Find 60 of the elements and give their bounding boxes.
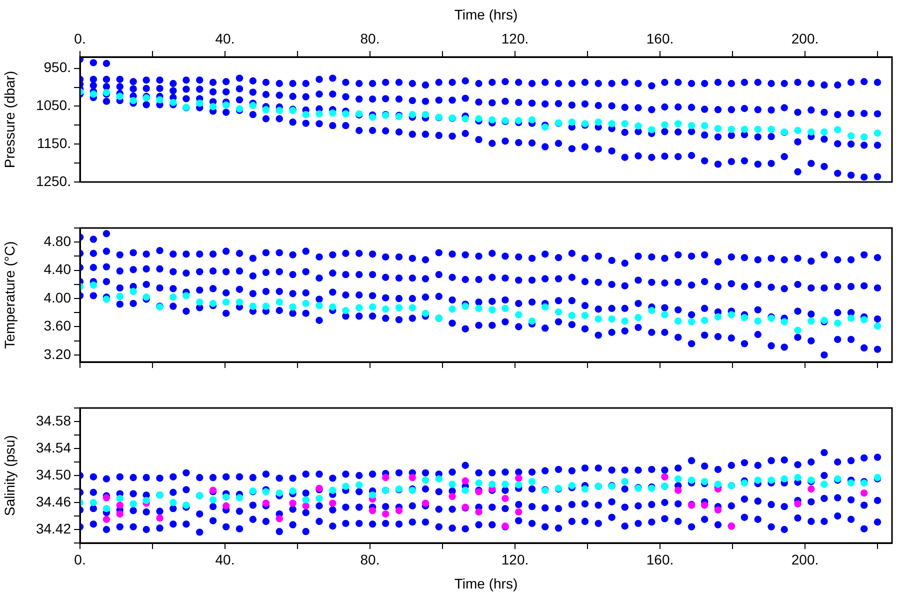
x-tick-label: 160. xyxy=(646,551,674,568)
point xyxy=(262,500,270,507)
x-tick-label: 200. xyxy=(791,30,819,46)
point xyxy=(222,502,230,510)
x-tick-label: 160. xyxy=(646,30,674,46)
x-tick-label: 120. xyxy=(501,30,529,46)
point xyxy=(156,514,164,522)
y-tick-label: 4.00 xyxy=(44,289,72,306)
y-tick-label: 1250. xyxy=(36,172,71,189)
y-tick-label: 34.50 xyxy=(36,466,72,482)
y-tick-label: 3.60 xyxy=(44,318,72,334)
x-tick-label: 80. xyxy=(360,30,380,46)
point xyxy=(700,502,708,509)
point xyxy=(714,506,722,514)
y-tick-label: 34.42 xyxy=(36,520,72,536)
y-axis-title: Salinity (psu) xyxy=(1,435,18,516)
y-tick-label: 34.46 xyxy=(36,493,72,510)
y-axis-title: Temperature (°C) xyxy=(1,241,18,349)
x-tick-label: 80. xyxy=(360,551,380,568)
point xyxy=(302,502,310,510)
point xyxy=(860,489,868,497)
point xyxy=(661,473,668,480)
y-tick-label: 34.54 xyxy=(36,439,72,456)
point xyxy=(382,510,390,518)
y-tick-label: 1150. xyxy=(37,134,71,151)
point xyxy=(395,507,403,514)
point xyxy=(289,500,296,507)
point xyxy=(408,474,416,482)
point xyxy=(276,515,283,522)
point xyxy=(515,508,522,516)
point xyxy=(329,500,336,507)
x-tick-label: 40. xyxy=(215,551,235,568)
point xyxy=(794,500,802,508)
y-tick-label: 34.58 xyxy=(36,412,72,428)
x-tick-label: 0. xyxy=(74,551,86,568)
point xyxy=(674,486,682,494)
point xyxy=(808,485,815,493)
point xyxy=(422,500,430,507)
x-tick-label: 200. xyxy=(791,551,819,568)
x-tick-label: 120. xyxy=(501,551,529,568)
y-tick-label: 4.80 xyxy=(44,232,72,249)
point xyxy=(102,516,110,523)
point xyxy=(382,474,390,482)
y-tick-label: 1050. xyxy=(36,97,71,114)
x-tick-label: 0. xyxy=(74,30,86,46)
point xyxy=(116,510,124,518)
point xyxy=(462,477,469,484)
y-axis-title: Pressure (dbar) xyxy=(1,70,18,168)
x-axis-title: Time (hrs) xyxy=(454,6,518,22)
point xyxy=(515,474,522,482)
y-tick-label: 4.40 xyxy=(44,261,72,278)
point xyxy=(116,502,124,509)
point xyxy=(448,492,456,500)
point xyxy=(368,507,376,514)
y-tick-label: 950. xyxy=(44,59,71,76)
point xyxy=(475,508,482,516)
y-tick-label: 3.20 xyxy=(44,346,72,362)
x-tick-label: 40. xyxy=(215,30,235,46)
point xyxy=(502,494,509,502)
x-axis-title: Time (hrs) xyxy=(454,575,518,592)
